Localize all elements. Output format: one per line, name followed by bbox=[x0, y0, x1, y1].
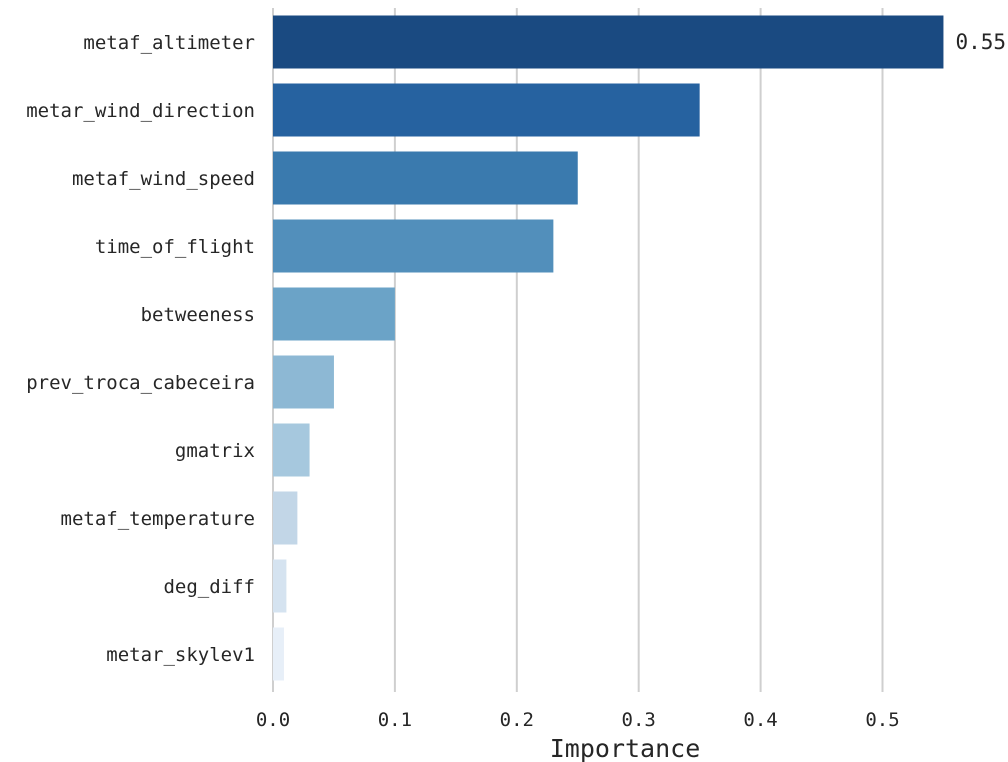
bar-time_of_flight bbox=[273, 219, 554, 273]
bar-betweeness bbox=[273, 287, 395, 341]
x-tick-label: 0.0 bbox=[256, 709, 290, 731]
bar-metar_wind_direction bbox=[273, 83, 700, 137]
bar-prev_troca_cabeceira bbox=[273, 355, 334, 409]
y-tick-label: metaf_altimeter bbox=[83, 32, 255, 54]
x-tick-labels: 0.0 0.1 0.2 0.3 0.4 0.5 bbox=[256, 709, 900, 731]
bars bbox=[273, 15, 944, 681]
bar-metaf_altimeter bbox=[273, 15, 944, 69]
y-tick-label: prev_troca_cabeceira bbox=[26, 372, 255, 394]
y-tick-label: metaf_wind_speed bbox=[72, 168, 255, 190]
bar-deg_diff bbox=[273, 559, 287, 613]
bar-gmatrix bbox=[273, 423, 310, 477]
x-tick-label: 0.5 bbox=[865, 709, 899, 731]
y-tick-label: metaf_temperature bbox=[61, 508, 255, 530]
y-tick-label: metar_wind_direction bbox=[26, 100, 255, 122]
bar-metaf_wind_speed bbox=[273, 151, 578, 205]
y-tick-label: gmatrix bbox=[175, 440, 255, 462]
bar-metaf_temperature bbox=[273, 491, 298, 545]
y-tick-label: betweeness bbox=[141, 304, 255, 326]
y-tick-label: deg_diff bbox=[163, 576, 255, 598]
y-tick-label: time_of_flight bbox=[95, 236, 255, 258]
bar-value-label: 0.55 bbox=[955, 30, 1006, 54]
x-tick-label: 0.2 bbox=[500, 709, 534, 731]
x-tick-label: 0.3 bbox=[622, 709, 656, 731]
bar-metar_skylev1 bbox=[273, 627, 284, 681]
x-axis-label: Importance bbox=[550, 734, 701, 762]
x-tick-label: 0.4 bbox=[743, 709, 777, 731]
y-tick-labels: metaf_altimeter metar_wind_directionmetaf… bbox=[26, 32, 255, 666]
x-tick-label: 0.1 bbox=[378, 709, 412, 731]
y-tick-label: metar_skylev1 bbox=[106, 644, 255, 666]
